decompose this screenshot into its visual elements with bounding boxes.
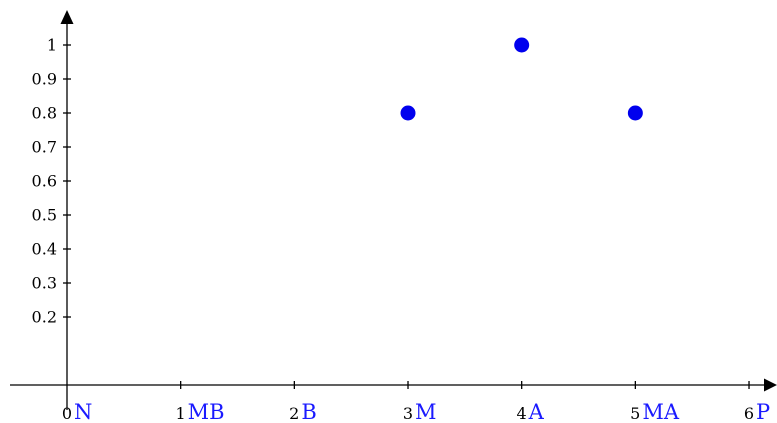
y-tick-label: 0.6 <box>32 172 57 191</box>
data-point <box>400 105 416 121</box>
y-axis-arrowhead <box>60 10 74 24</box>
data-point-group <box>400 37 643 121</box>
x-category-label: MA <box>642 400 680 423</box>
x-axis-arrowhead <box>764 378 777 392</box>
y-tick-label: 0.2 <box>32 308 57 327</box>
x-tick-group: 0 N 1 MB 2 B 3 M 4 A 5 MA 6 P <box>62 381 770 423</box>
x-category-label: M <box>415 400 437 423</box>
y-tick-label: 0.9 <box>32 70 57 89</box>
x-category-label: MB <box>188 400 225 423</box>
y-tick-label: 1 <box>47 36 57 55</box>
x-category-label: P <box>756 400 770 423</box>
x-tick-number: 5 <box>630 404 640 423</box>
x-tick-number: 2 <box>289 404 299 423</box>
x-tick-number: 3 <box>403 404 413 423</box>
x-tick-number: 4 <box>516 404 526 423</box>
y-tick-group: 0.2 0.3 0.4 0.5 0.6 0.7 0.8 0.9 1 <box>32 36 71 327</box>
y-tick-label: 0.3 <box>32 274 57 293</box>
y-tick-label: 0.4 <box>32 240 57 259</box>
y-tick-label: 0.7 <box>32 138 57 157</box>
x-category-label: A <box>528 400 545 423</box>
data-point <box>514 37 530 53</box>
y-tick-label: 0.5 <box>32 206 57 225</box>
x-tick-number: 6 <box>744 404 754 423</box>
data-point <box>627 105 643 121</box>
x-tick-number: 1 <box>175 404 185 423</box>
x-category-label: N <box>74 400 92 423</box>
x-tick-number: 0 <box>62 404 72 423</box>
y-tick-label: 0.8 <box>32 104 57 123</box>
x-category-label: B <box>301 400 316 423</box>
